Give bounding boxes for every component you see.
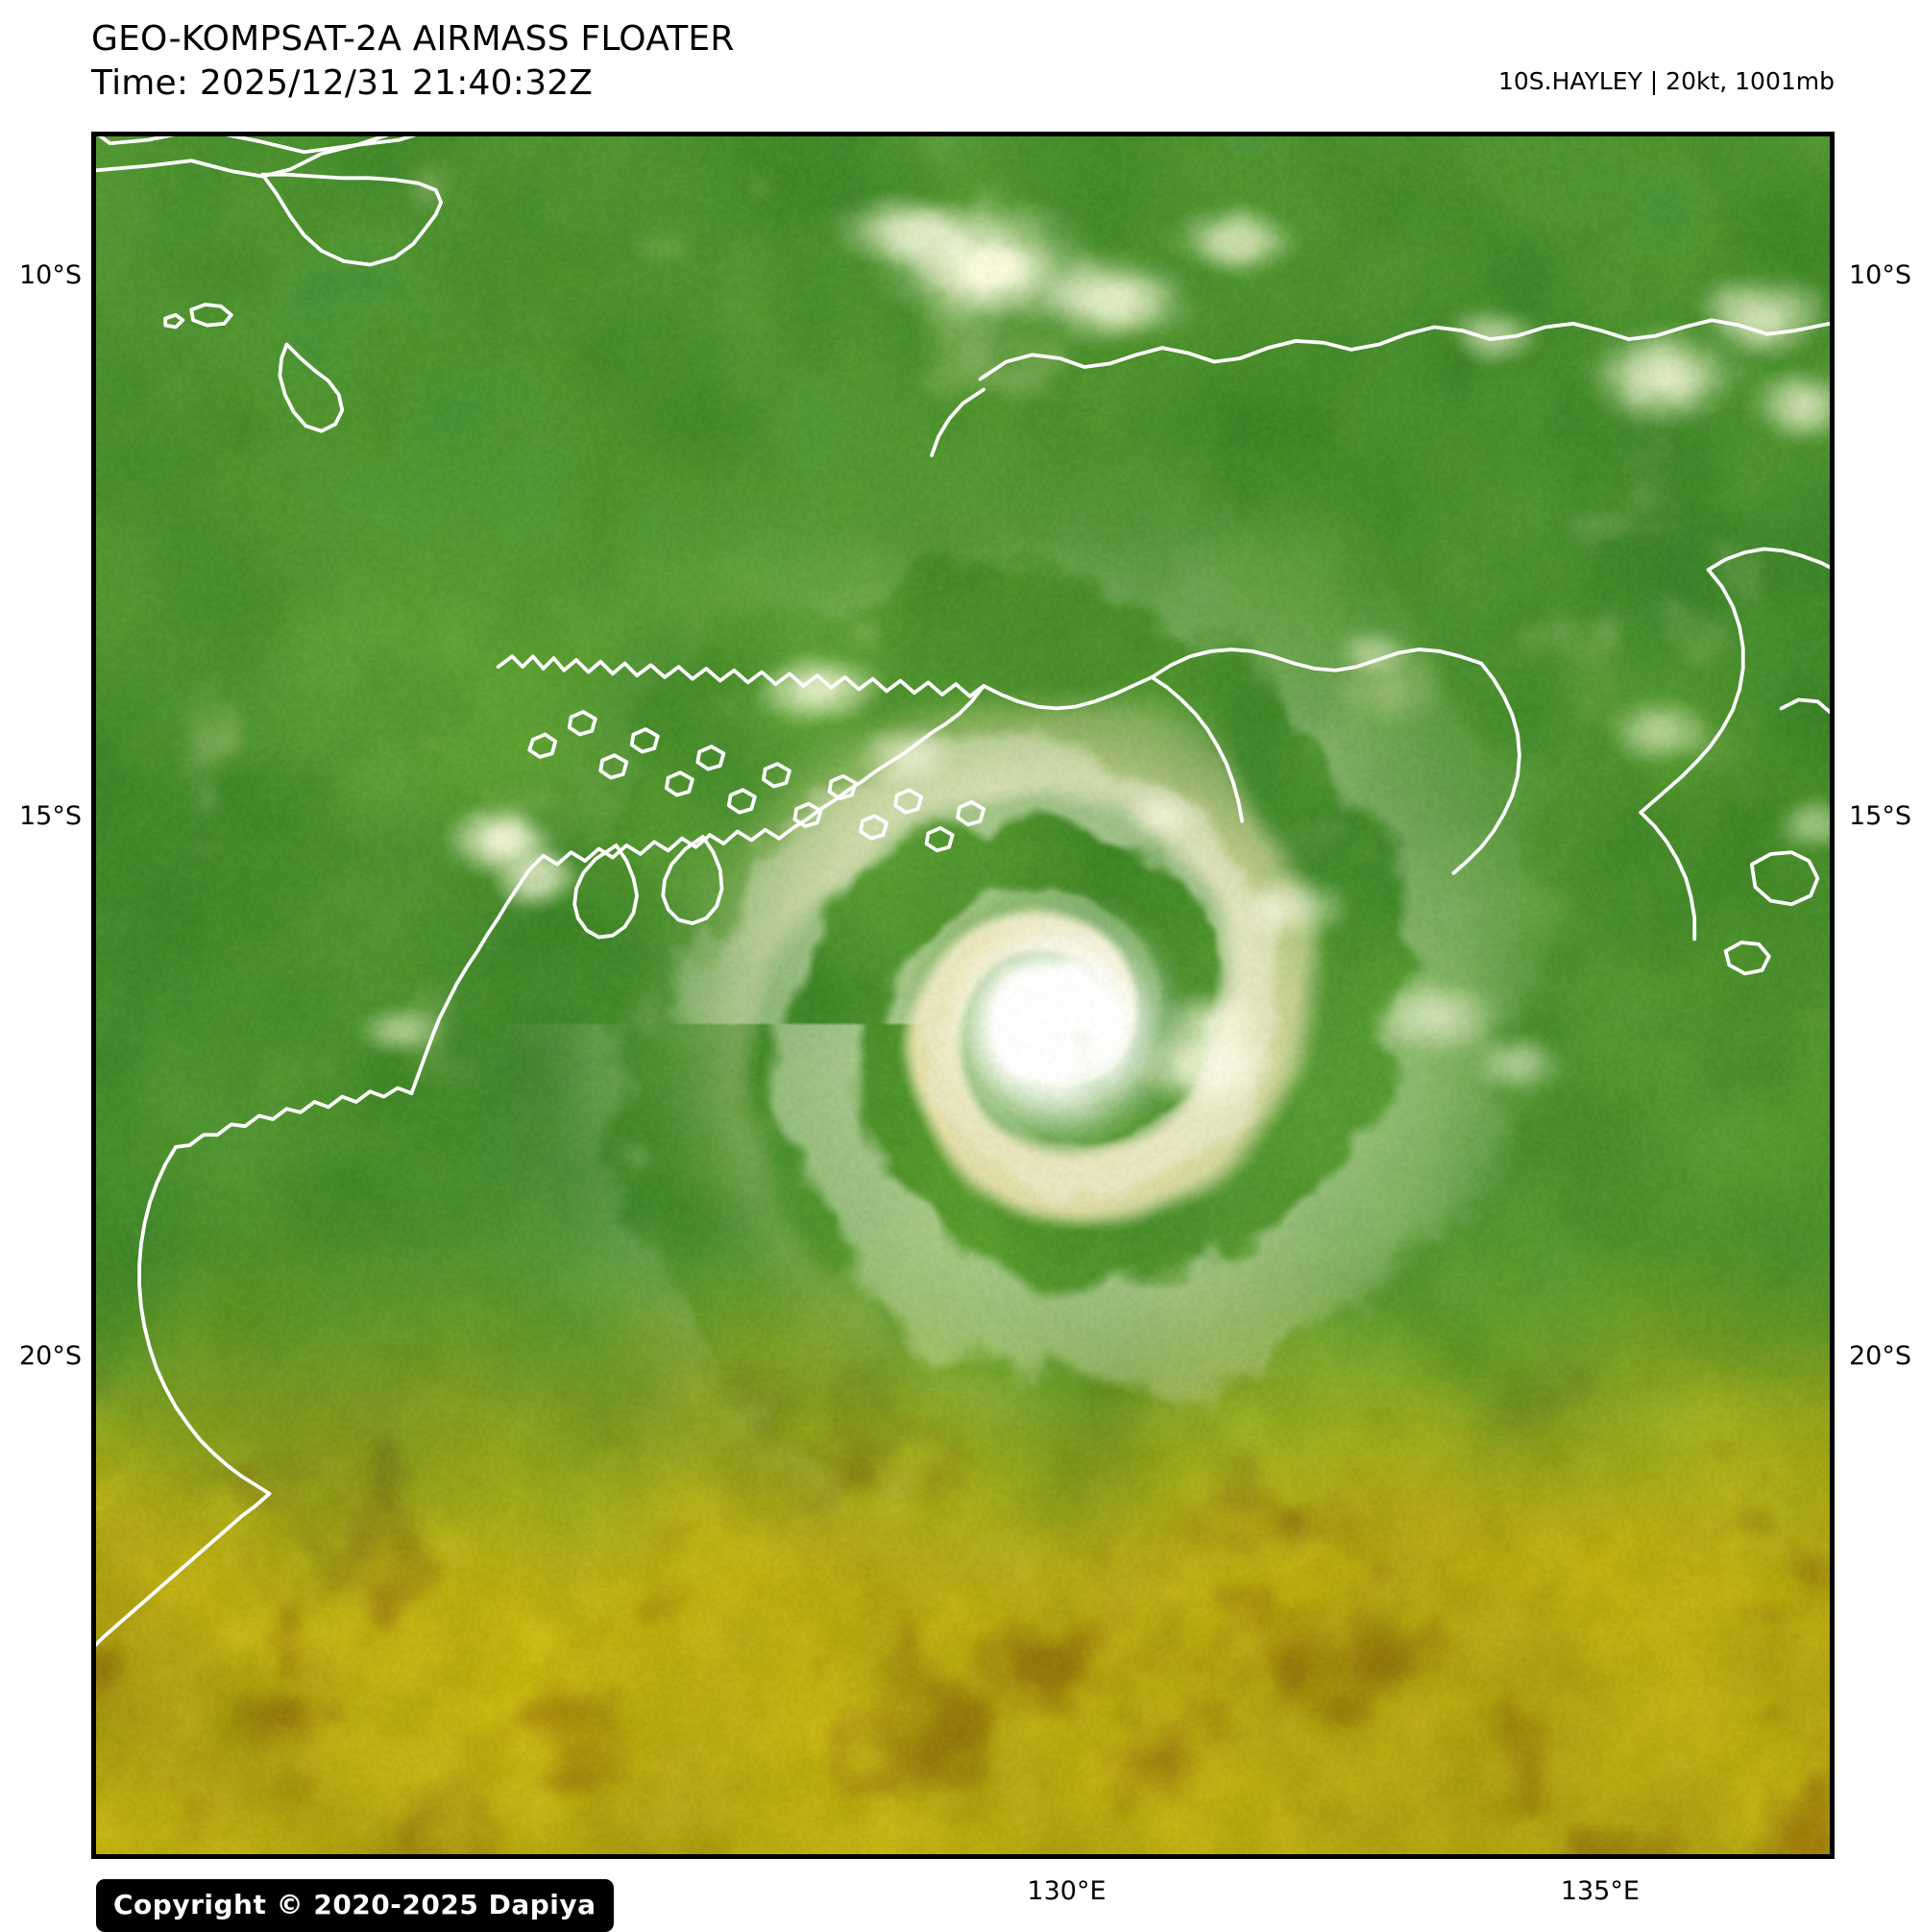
lat-tick-label-right: 15°S bbox=[1849, 801, 1911, 832]
status-badge: 10S.HAYLEY | 20kt, 1001mb bbox=[1498, 67, 1835, 95]
satellite-image-panel[interactable] bbox=[91, 132, 1835, 1859]
lat-tick-label-left: 10°S bbox=[19, 259, 82, 290]
page-title: GEO-KOMPSAT-2A AIRMASS FLOATER Time: 202… bbox=[91, 17, 1244, 106]
lon-tick-label: 135°E bbox=[1560, 1876, 1640, 1906]
airmass-rgb-imagery bbox=[96, 136, 1830, 1854]
timestamp-label: Time: 2025/12/31 21:40:32Z bbox=[91, 63, 594, 103]
lat-tick-label-left: 20°S bbox=[19, 1341, 82, 1372]
lat-tick-label-left: 15°S bbox=[19, 801, 82, 832]
lon-tick-label: 130°E bbox=[1027, 1876, 1106, 1906]
lat-tick-label-right: 20°S bbox=[1849, 1341, 1911, 1372]
copyright-watermark: Copyright © 2020-2025 Dapiya bbox=[96, 1879, 614, 1932]
coastline-overlay bbox=[96, 136, 1830, 1648]
lat-tick-label-right: 10°S bbox=[1849, 259, 1911, 290]
product-title: GEO-KOMPSAT-2A AIRMASS FLOATER bbox=[91, 19, 735, 59]
